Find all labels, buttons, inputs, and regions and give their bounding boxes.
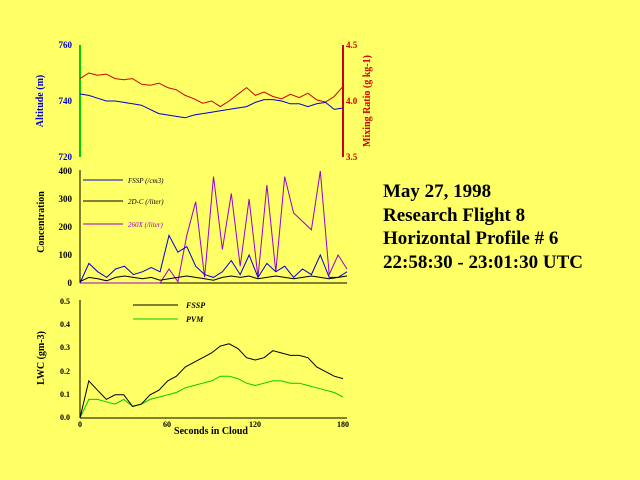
p3-ytick-0.2: 0.2: [60, 367, 70, 376]
legend-260x-label: 260X (/liter): [128, 221, 163, 229]
p1-y2label: Mixing Ratio (g kg-1): [362, 55, 373, 147]
p2-ylabel: Concentration: [36, 191, 47, 253]
caption-profile: Horizontal Profile # 6: [383, 228, 559, 249]
p3-xlabel: Seconds in Cloud: [174, 426, 248, 437]
p3-xtick-120: 120: [249, 420, 261, 429]
p3-ylabel: LWC (gm-3): [36, 331, 47, 385]
p1-ytick-720: 720: [59, 152, 73, 162]
p3-legend: FSSP PVM: [133, 301, 205, 324]
p3-ytick-0.3: 0.3: [60, 343, 70, 352]
series-fssp: [79, 234, 348, 284]
p3-ytick-0.5: 0.5: [60, 297, 70, 306]
p2-ytick-100: 100: [59, 250, 73, 260]
p2-ytick-400: 400: [59, 166, 73, 176]
p1-y2tick-4.0: 4.0: [346, 96, 358, 106]
p3-xtick-60: 60: [163, 420, 171, 429]
caption-flight: Research Flight 8: [383, 204, 526, 226]
p1-ytick-740: 740: [59, 96, 73, 106]
legend-fssp-label: FSSP (/cm3): [127, 177, 164, 185]
p3-xtick-180: 180: [337, 420, 349, 429]
flight-caption: May 27, 1998 Research Flight 8 Horizonta…: [383, 180, 583, 274]
p3-ytick-0.1: 0.1: [60, 390, 70, 399]
panel-altitude-mixing: 720 740 760 3.5 4.0 4.5 Altitude (m) Mix…: [35, 40, 373, 162]
p3-xtick-0: 0: [78, 420, 82, 429]
legend-lwc-pvm-label: PVM: [186, 315, 204, 324]
series-2dc: [79, 275, 348, 283]
p1-ytick-760: 760: [59, 40, 73, 50]
series-lwc-fssp: [79, 343, 344, 419]
series-altitude: [79, 93, 344, 119]
p3-ytick-0.4: 0.4: [60, 320, 70, 329]
p2-ytick-0: 0: [68, 278, 73, 288]
p3-ytick-0.0: 0.0: [60, 413, 70, 422]
p2-legend: FSSP (/cm3) 2D-C (/liter) 260X (/liter): [83, 177, 164, 229]
p2-ytick-300: 300: [59, 194, 73, 204]
legend-2dc-label: 2D-C (/liter): [128, 198, 164, 206]
p2-ytick-200: 200: [59, 222, 73, 232]
p1-ylabel: Altitude (m): [35, 75, 46, 128]
p1-y2tick-3.5: 3.5: [346, 152, 358, 162]
legend-lwc-fssp-label: FSSP: [185, 301, 205, 310]
series-pvm: [79, 375, 344, 419]
series-260x: [80, 170, 348, 284]
caption-time: 22:58:30 - 23:01:30 UTC: [383, 251, 584, 273]
series-mixing-ratio: [79, 72, 344, 108]
panel-lwc: 0.0 0.1 0.2 0.3 0.4 0.5 0 60 120 180 Sec…: [36, 297, 349, 437]
p1-y2tick-4.5: 4.5: [346, 40, 358, 50]
caption-date: May 27, 1998: [383, 181, 492, 202]
panel-concentration: 0 100 200 300 400 Concentration FSSP (/c…: [36, 166, 348, 288]
